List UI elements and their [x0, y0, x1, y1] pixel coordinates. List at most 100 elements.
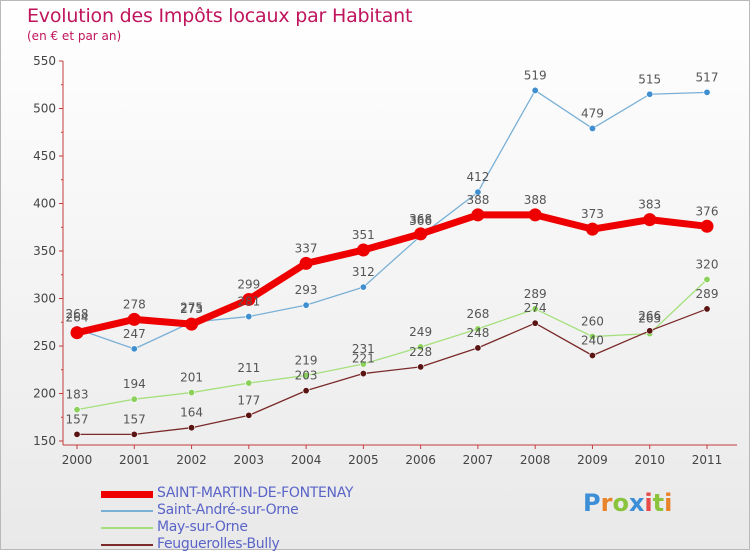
x-tick-label: 2008	[520, 453, 551, 467]
data-point	[188, 424, 196, 432]
y-tick-label: 500	[33, 102, 56, 116]
x-tick-label: 2001	[119, 453, 150, 467]
data-label: 373	[581, 207, 604, 221]
logo-letter: i	[644, 489, 653, 517]
data-label: 312	[352, 265, 375, 279]
data-label: 519	[524, 68, 547, 82]
x-tick-label: 2004	[291, 453, 322, 467]
legend-swatch	[101, 490, 153, 498]
y-tick-label: 450	[33, 149, 56, 163]
data-point	[588, 124, 596, 132]
data-point	[531, 319, 539, 327]
data-label: 274	[524, 301, 547, 315]
data-label: 248	[466, 326, 489, 340]
data-label: 388	[524, 193, 547, 207]
x-tick-label: 2011	[692, 453, 723, 467]
data-label: 515	[638, 72, 661, 86]
data-label: 293	[295, 283, 318, 297]
y-tick-label: 350	[33, 244, 56, 258]
data-point	[359, 283, 367, 291]
data-point	[417, 343, 425, 351]
data-point	[242, 292, 256, 306]
data-label: 266	[638, 309, 661, 323]
y-tick-label: 400	[33, 197, 56, 211]
data-label: 273	[180, 302, 203, 316]
data-label: 240	[581, 334, 604, 348]
data-label: 299	[237, 277, 260, 291]
y-tick-label: 200	[33, 387, 56, 401]
data-label: 164	[180, 406, 203, 420]
data-label: 281	[237, 295, 260, 309]
logo-letter: x	[628, 489, 645, 517]
data-label: 263	[638, 312, 661, 326]
data-point	[188, 389, 196, 397]
logo-letter: o	[612, 489, 629, 517]
data-label: 388	[466, 193, 489, 207]
data-label: 247	[123, 327, 146, 341]
logo-letter: t	[652, 489, 665, 517]
data-point	[703, 275, 711, 283]
x-tick-label: 2003	[234, 453, 265, 467]
data-point	[471, 208, 485, 222]
logo-letter: r	[600, 489, 613, 517]
data-label: 211	[237, 361, 260, 375]
data-label: 201	[180, 371, 203, 385]
data-label: 228	[409, 345, 432, 359]
data-point	[302, 301, 310, 309]
data-label: 177	[237, 393, 260, 407]
data-label: 412	[466, 170, 489, 184]
x-tick-label: 2005	[348, 453, 379, 467]
data-label: 376	[696, 204, 719, 218]
data-point	[245, 411, 253, 419]
data-label: 366	[409, 214, 432, 228]
axes: 550 500 450 400 350 300 250 200 150 2000 2001 2002 2…	[33, 54, 737, 467]
legend-swatch	[101, 544, 153, 546]
series-line	[76, 278, 708, 411]
data-point	[703, 88, 711, 96]
data-label: 183	[66, 388, 89, 402]
data-point	[474, 325, 482, 333]
data-point	[531, 305, 539, 313]
logo-letter: P	[583, 489, 601, 517]
data-point	[588, 351, 596, 359]
data-point	[359, 370, 367, 378]
data-label: 260	[581, 315, 604, 329]
data-point	[528, 208, 542, 222]
data-label: 383	[638, 198, 661, 212]
data-point	[130, 430, 138, 438]
data-label: 337	[295, 241, 318, 255]
x-tick-label: 2006	[405, 453, 436, 467]
y-tick-label: 300	[33, 292, 56, 306]
x-tick-label: 2010	[634, 453, 665, 467]
data-label: 249	[409, 325, 432, 339]
data-point	[643, 213, 657, 227]
data-label: 268	[66, 307, 89, 321]
x-tick-label: 2009	[577, 453, 608, 467]
legend-swatch	[101, 527, 153, 529]
data-point	[703, 305, 711, 313]
x-tick-label: 2000	[62, 453, 93, 467]
data-label: 275	[180, 300, 203, 314]
series-lines	[70, 86, 714, 438]
data-point	[73, 406, 81, 414]
data-point	[302, 387, 310, 395]
y-tick-label: 250	[33, 339, 56, 353]
data-point	[302, 371, 310, 379]
legend-swatch	[101, 510, 153, 512]
data-point	[299, 256, 313, 270]
logo-letter: i	[664, 489, 673, 517]
data-point	[474, 344, 482, 352]
data-point	[245, 379, 253, 387]
data-point	[417, 363, 425, 371]
data-point	[130, 395, 138, 403]
chart-title: Evolution des Impôts locaux par Habitant	[27, 5, 413, 27]
data-point	[585, 222, 599, 236]
y-tick-label: 150	[33, 434, 56, 448]
data-label: 368	[409, 212, 432, 226]
x-tick-label: 2007	[463, 453, 494, 467]
y-tick-label: 550	[33, 54, 56, 68]
data-label: 157	[66, 412, 89, 426]
data-point	[531, 86, 539, 94]
data-label: 479	[581, 106, 604, 120]
